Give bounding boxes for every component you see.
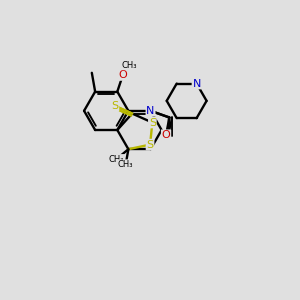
Text: CH₃: CH₃ [109, 155, 124, 164]
Text: S: S [146, 140, 154, 150]
Text: S: S [111, 101, 118, 111]
Text: O: O [162, 130, 170, 140]
Text: S: S [149, 118, 156, 128]
Text: N: N [146, 106, 155, 116]
Text: O: O [118, 70, 127, 80]
Text: N: N [192, 79, 201, 88]
Text: CH₃: CH₃ [122, 61, 137, 70]
Text: CH₃: CH₃ [118, 160, 134, 169]
